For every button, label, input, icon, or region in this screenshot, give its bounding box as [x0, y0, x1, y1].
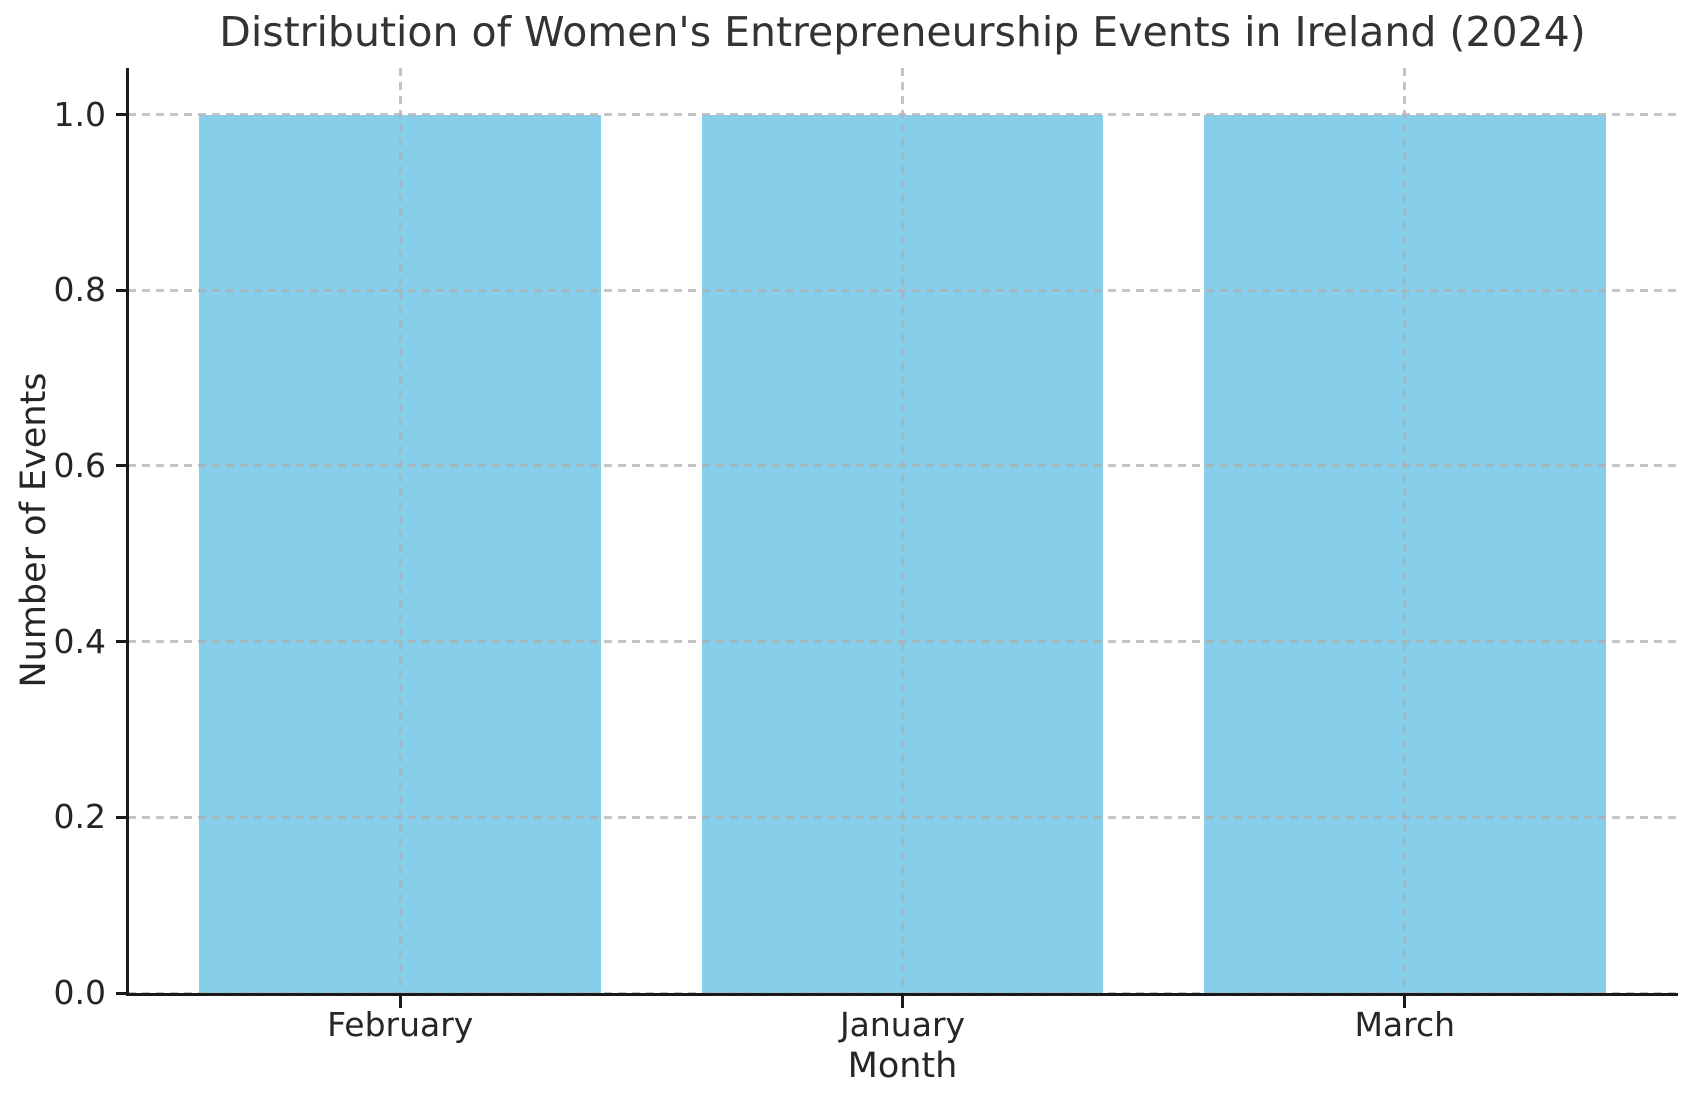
x-tick-mark — [398, 996, 402, 1008]
x-tick-mark — [1403, 996, 1407, 1008]
y-tick-mark — [116, 464, 128, 468]
y-tick-mark — [116, 113, 128, 117]
y-tick-mark — [116, 815, 128, 819]
chart-title: Distribution of Women's Entrepreneurship… — [219, 8, 1586, 56]
y-tick-label-1.0: 1.0 — [53, 94, 106, 134]
x-axis-label: Month — [847, 1046, 958, 1086]
y-tick-label-0.6: 0.6 — [53, 445, 106, 485]
y-tick-label-0.4: 0.4 — [53, 621, 106, 661]
gridline-x-march — [1403, 68, 1407, 993]
x-tick-label-january: January — [839, 1005, 966, 1044]
y-tick-mark — [116, 640, 128, 644]
x-tick-label-february: February — [327, 1005, 474, 1044]
y-tick-mark — [116, 288, 128, 292]
plot-area — [128, 68, 1677, 995]
y-axis-spine — [126, 68, 129, 996]
x-tick-mark — [901, 996, 904, 1008]
x-axis-spine — [126, 993, 1678, 996]
y-tick-label-0.0: 0.0 — [53, 973, 106, 1012]
y-tick-label-0.2: 0.2 — [53, 797, 106, 837]
gridline-x-january — [901, 68, 904, 993]
grid-layer — [128, 68, 1677, 995]
y-tick-mark — [116, 991, 128, 995]
gridline-x-february — [398, 68, 402, 993]
y-tick-label-0.8: 0.8 — [53, 270, 106, 310]
x-tick-label-march: March — [1354, 1005, 1456, 1044]
